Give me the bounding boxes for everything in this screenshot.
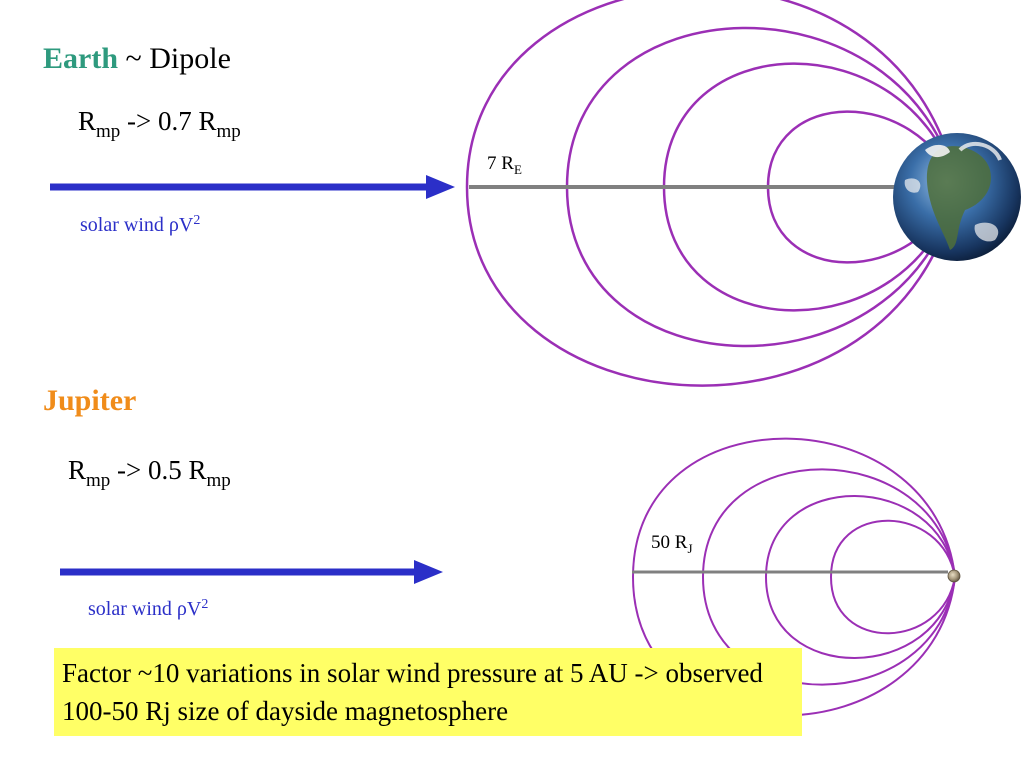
earth-sw-rho: ρ bbox=[168, 214, 179, 236]
jupiter-rmp-middle: -> 0.5 R bbox=[110, 455, 207, 485]
earth-rmp-r: R bbox=[78, 106, 97, 136]
jupiter-title: Jupiter bbox=[43, 384, 137, 417]
earth-sw-sup: 2 bbox=[193, 213, 201, 228]
earth-globe bbox=[893, 133, 1021, 261]
jupiter-rmp-sub: mp bbox=[86, 470, 111, 491]
earth-field-lines bbox=[465, 0, 959, 387]
jupiter-field-line-2 bbox=[701, 468, 957, 686]
earth-solar-wind-arrow bbox=[50, 175, 455, 199]
jupiter-solar-wind-label: solar wind ρV2 bbox=[88, 598, 208, 621]
jupiter-globe bbox=[947, 569, 961, 583]
jupiter-rmp-r: R bbox=[68, 455, 87, 485]
earth-field-line-1 bbox=[465, 0, 959, 387]
jupiter-sw-v: V bbox=[186, 598, 202, 620]
earth-distance-sub: E bbox=[513, 162, 522, 177]
earth-rmp-equation: Rmp -> 0.7 Rmp bbox=[78, 106, 241, 141]
jupiter-sw-rho: ρ bbox=[176, 598, 187, 620]
jupiter-distance-sub: J bbox=[687, 541, 693, 556]
jupiter-field-line-4 bbox=[829, 519, 957, 635]
earth-solar-wind-label: solar wind ρV2 bbox=[80, 214, 200, 237]
jupiter-sw-sup: 2 bbox=[201, 597, 209, 612]
earth-title: Earth ~ Dipole bbox=[43, 42, 231, 76]
jupiter-rmp-sub2: mp bbox=[206, 470, 231, 491]
jupiter-rmp-equation: Rmp -> 0.5 Rmp bbox=[68, 455, 231, 490]
earth-sw-text: solar wind bbox=[80, 214, 169, 236]
jupiter-field-lines bbox=[631, 437, 957, 717]
earth-rmp-sub2: mp bbox=[216, 121, 241, 142]
jupiter-solar-wind-arrow bbox=[60, 560, 443, 584]
jupiter-field-line-3 bbox=[764, 495, 957, 659]
earth-rmp-middle: -> 0.7 R bbox=[120, 106, 217, 136]
jupiter-sw-text: solar wind bbox=[88, 598, 177, 620]
earth-sw-v: V bbox=[178, 214, 194, 236]
earth-label: Earth bbox=[43, 42, 118, 75]
earth-distance-value: 7 R bbox=[487, 153, 514, 174]
summary-note: Factor ~10 variations in solar wind pres… bbox=[54, 648, 802, 736]
earth-rmp-sub: mp bbox=[96, 121, 121, 142]
earth-distance-label: 7 RE bbox=[487, 153, 522, 177]
jupiter-distance-label: 50 RJ bbox=[651, 532, 693, 556]
earth-title-rest: ~ Dipole bbox=[118, 42, 231, 75]
jupiter-field-line-1 bbox=[631, 437, 957, 717]
jupiter-distance-value: 50 R bbox=[651, 532, 688, 553]
